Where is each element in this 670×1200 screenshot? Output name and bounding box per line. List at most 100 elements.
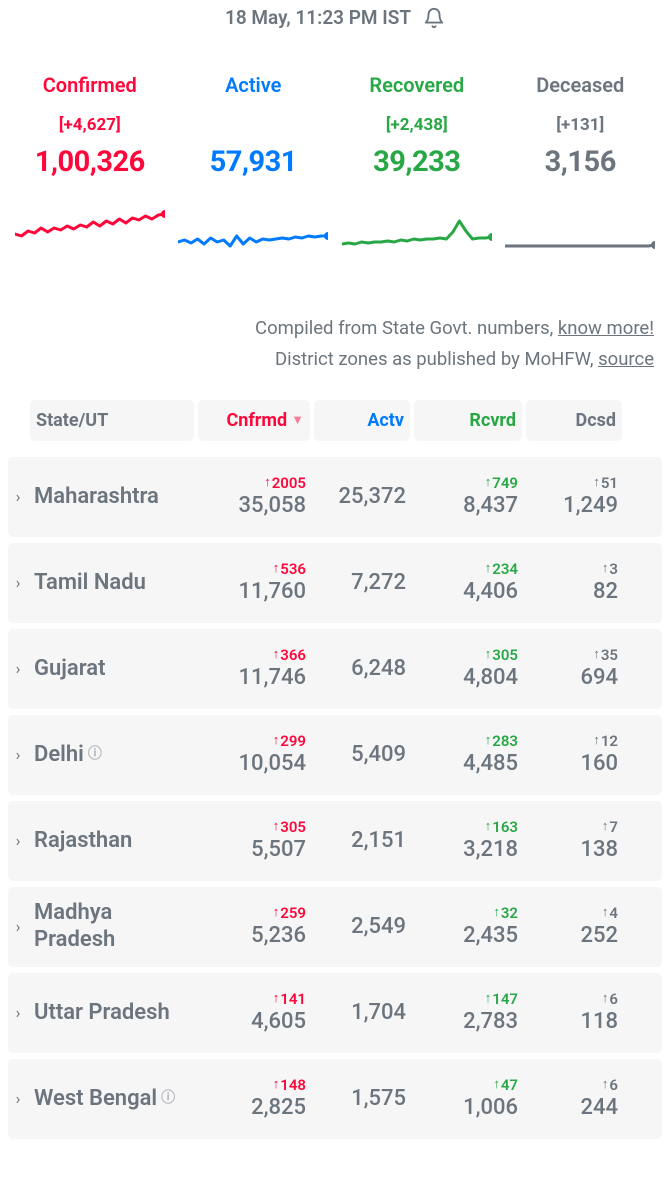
main-value: 11,746 <box>202 664 306 692</box>
col-active[interactable]: Actv <box>314 400 410 441</box>
know-more-link[interactable]: know more! <box>558 317 654 339</box>
main-value: 5,507 <box>202 836 306 864</box>
stat-delta: [+131] <box>499 115 663 135</box>
main-value: 6,248 <box>318 655 406 683</box>
table-row[interactable]: ›Madhya Pradesh↑2595,2362,549↑322,435↑42… <box>8 887 662 967</box>
cell-deceased: ↑4252 <box>524 902 624 952</box>
stat-label: Active <box>172 73 336 97</box>
main-value: 244 <box>530 1094 618 1122</box>
stat-delta: [+4,627] <box>8 115 172 135</box>
stat-confirmed[interactable]: Confirmed [+4,627] 1,00,326 <box>8 73 172 179</box>
stat-value: 3,156 <box>499 145 663 179</box>
table-row[interactable]: ›Delhiⓘ↑29910,0545,409↑2834,485↑12160 <box>8 715 662 795</box>
table-row[interactable]: ›Uttar Pradesh↑1414,6051,704↑1472,783↑61… <box>8 973 662 1053</box>
expand-icon[interactable]: › <box>8 657 28 680</box>
state-name: Gujarat <box>28 654 196 684</box>
source-link[interactable]: source <box>598 348 654 370</box>
col-deceased[interactable]: Dcsd <box>526 400 622 441</box>
delta-value: ↑536 <box>202 560 306 578</box>
expand-icon[interactable]: › <box>8 1087 28 1110</box>
cell-deceased: ↑382 <box>524 558 624 608</box>
attrib-text: District zones as published by MoHFW, <box>275 348 598 370</box>
info-icon[interactable]: ⓘ <box>161 1090 175 1107</box>
stat-recovered[interactable]: Recovered [+2,438] 39,233 <box>335 73 499 179</box>
state-name: Tamil Nadu <box>28 568 196 598</box>
main-value: 4,605 <box>202 1008 306 1036</box>
table-body: ›Maharashtra↑200535,05825,372↑7498,437↑5… <box>8 457 662 1139</box>
cell-active: 7,272 <box>312 567 412 599</box>
main-value: 138 <box>530 836 618 864</box>
cell-active: 25,372 <box>312 481 412 513</box>
state-name: Uttar Pradesh <box>28 998 196 1028</box>
main-value: 25,372 <box>318 483 406 511</box>
expand-icon[interactable]: › <box>8 743 28 766</box>
cell-confirmed: ↑53611,760 <box>196 558 312 608</box>
main-value: 82 <box>530 578 618 606</box>
cell-recovered: ↑2834,485 <box>412 730 524 780</box>
table-row[interactable]: ›Tamil Nadu↑53611,7607,272↑2344,406↑382 <box>8 543 662 623</box>
delta-value: ↑6 <box>530 1076 618 1094</box>
sort-icon: ▼ <box>291 412 304 428</box>
cell-deceased: ↑12160 <box>524 730 624 780</box>
cell-confirmed: ↑3055,507 <box>196 816 312 866</box>
col-confirmed[interactable]: Cnfrmd▼ <box>198 400 310 441</box>
delta-value: ↑6 <box>530 990 618 1008</box>
delta-value: ↑305 <box>418 646 518 664</box>
main-value: 1,704 <box>318 999 406 1027</box>
cell-deceased: ↑35694 <box>524 644 624 694</box>
cell-active: 1,704 <box>312 997 412 1029</box>
main-value: 8,437 <box>418 492 518 520</box>
spark-confirmed <box>8 203 172 263</box>
attrib-text: Compiled from State Govt. numbers, <box>255 317 558 339</box>
table-row[interactable]: ›Maharashtra↑200535,05825,372↑7498,437↑5… <box>8 457 662 537</box>
main-value: 2,783 <box>418 1008 518 1036</box>
bell-icon[interactable] <box>423 7 445 29</box>
delta-value: ↑4 <box>530 904 618 922</box>
delta-value: ↑305 <box>202 818 306 836</box>
main-value: 2,435 <box>418 922 518 950</box>
state-name: West Bengalⓘ <box>28 1084 196 1114</box>
table-row[interactable]: ›Gujarat↑36611,7466,248↑3054,804↑35694 <box>8 629 662 709</box>
delta-value: ↑32 <box>418 904 518 922</box>
main-value: 5,409 <box>318 741 406 769</box>
col-recovered[interactable]: Rcvrd <box>414 400 522 441</box>
cell-confirmed: ↑2595,236 <box>196 902 312 952</box>
stat-delta <box>172 115 336 135</box>
delta-value: ↑12 <box>530 732 618 750</box>
cell-deceased: ↑6244 <box>524 1074 624 1124</box>
delta-value: ↑47 <box>418 1076 518 1094</box>
main-value: 5,236 <box>202 922 306 950</box>
expand-icon[interactable]: › <box>8 829 28 852</box>
col-state[interactable]: State/UT <box>30 400 194 441</box>
cell-deceased: ↑7138 <box>524 816 624 866</box>
cell-deceased: ↑6118 <box>524 988 624 1038</box>
state-name: Madhya Pradesh <box>28 898 196 955</box>
stat-value: 57,931 <box>172 145 336 179</box>
spark-deceased <box>499 203 663 263</box>
delta-value: ↑141 <box>202 990 306 1008</box>
cell-recovered: ↑1472,783 <box>412 988 524 1038</box>
stat-active[interactable]: Active 57,931 <box>172 73 336 179</box>
expand-icon[interactable]: › <box>8 485 28 508</box>
delta-value: ↑147 <box>418 990 518 1008</box>
spark-active <box>172 203 336 263</box>
expand-icon[interactable]: › <box>8 1001 28 1024</box>
main-value: 4,804 <box>418 664 518 692</box>
stat-deceased[interactable]: Deceased [+131] 3,156 <box>499 73 663 179</box>
expand-icon[interactable]: › <box>8 915 28 938</box>
main-value: 118 <box>530 1008 618 1036</box>
main-value: 252 <box>530 922 618 950</box>
cell-recovered: ↑471,006 <box>412 1074 524 1124</box>
table-row[interactable]: ›Rajasthan↑3055,5072,151↑1633,218↑7138 <box>8 801 662 881</box>
delta-value: ↑51 <box>530 474 618 492</box>
info-icon[interactable]: ⓘ <box>88 746 102 763</box>
spark-recovered <box>335 203 499 263</box>
main-value: 2,151 <box>318 827 406 855</box>
cell-confirmed: ↑1414,605 <box>196 988 312 1038</box>
state-name: Rajasthan <box>28 826 196 856</box>
table-header: State/UT Cnfrmd▼ Actv Rcvrd Dcsd <box>8 388 662 453</box>
expand-icon[interactable]: › <box>8 571 28 594</box>
table-row[interactable]: ›West Bengalⓘ↑1482,8251,575↑471,006↑6244 <box>8 1059 662 1139</box>
delta-value: ↑283 <box>418 732 518 750</box>
summary-stats: Confirmed [+4,627] 1,00,326 Active 57,93… <box>0 53 670 179</box>
